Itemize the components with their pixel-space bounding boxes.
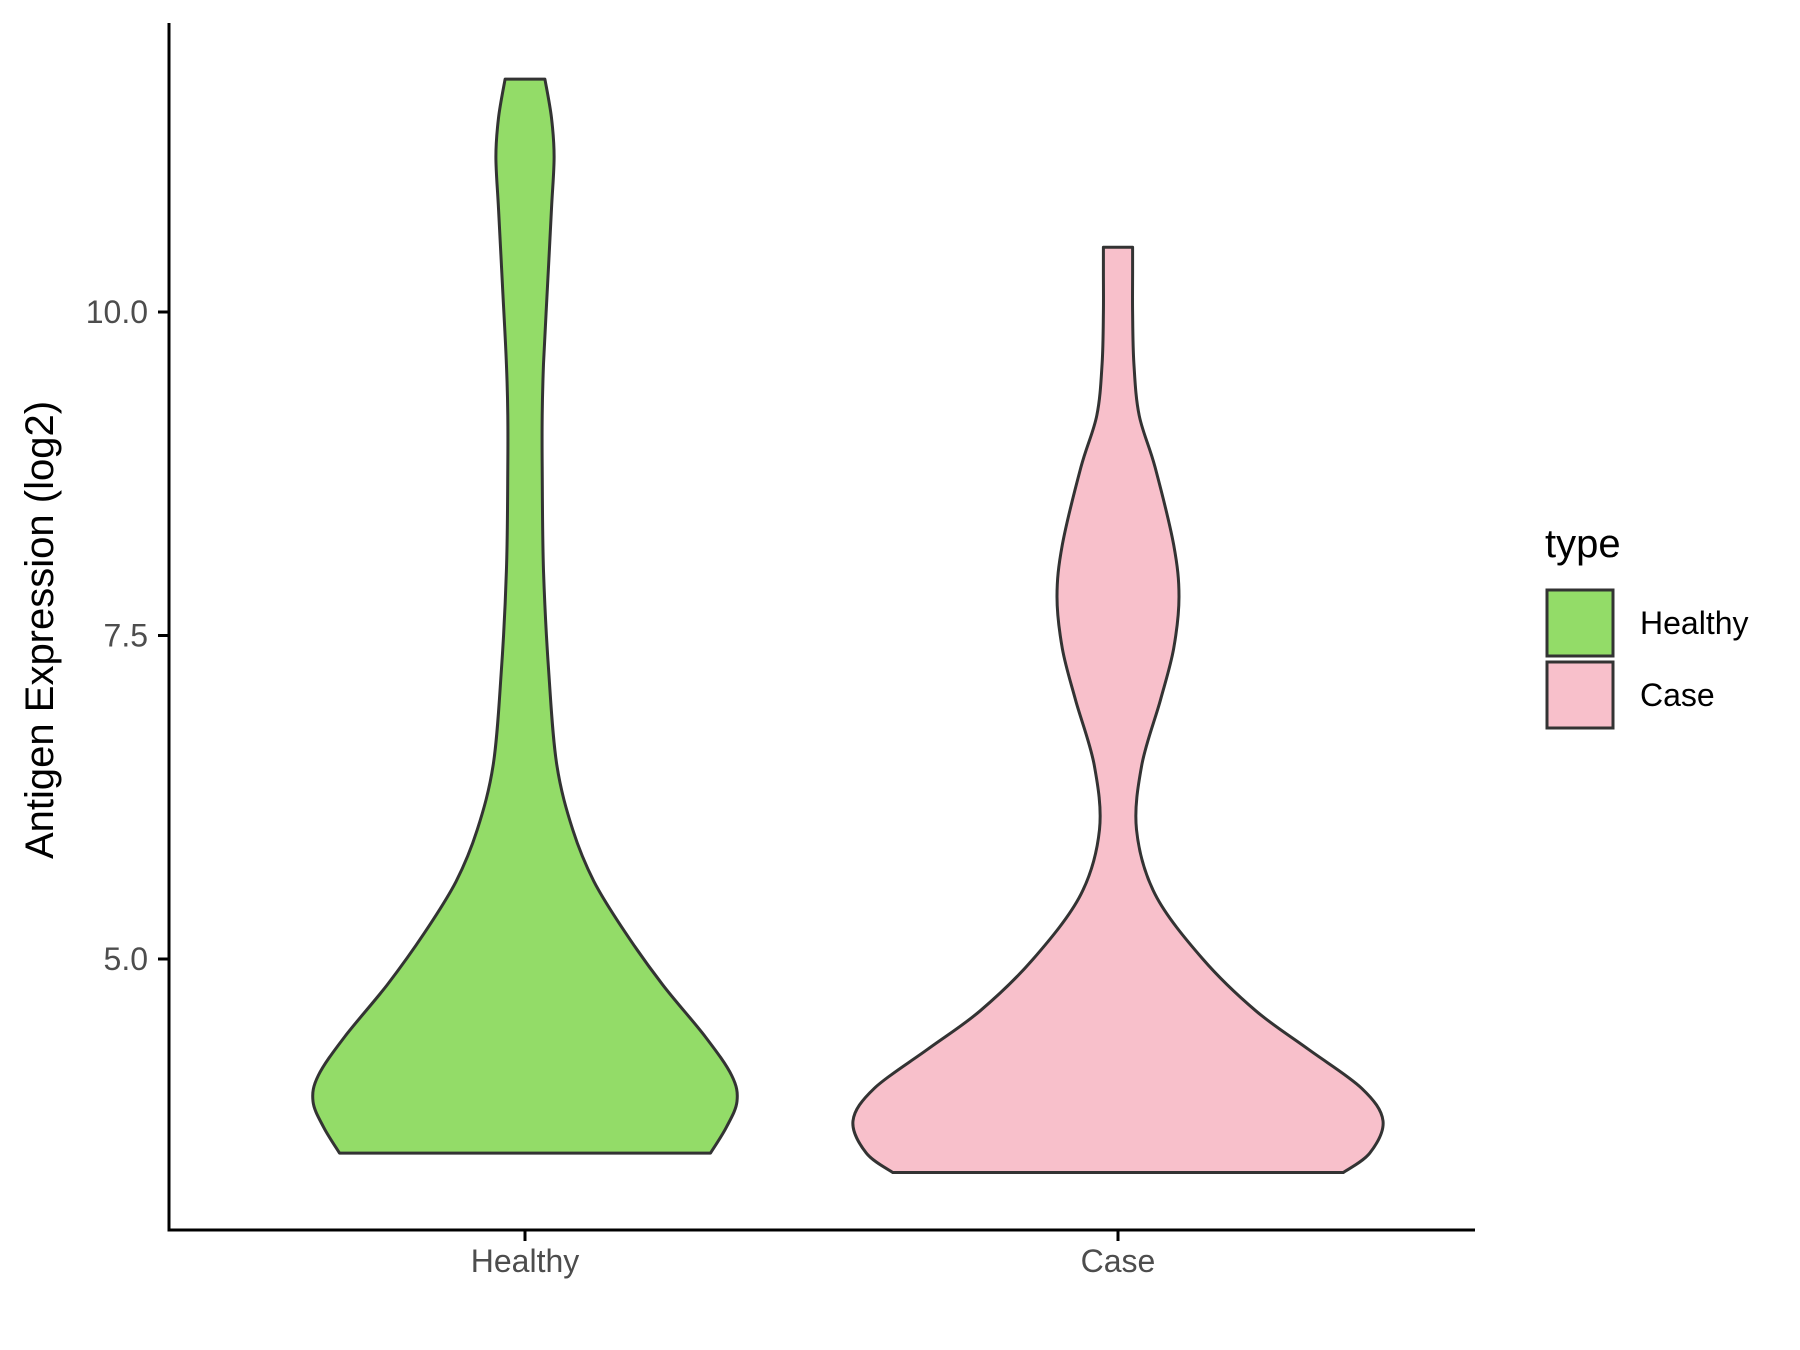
legend-label: Case [1640, 677, 1715, 713]
violin-case [851, 245, 1385, 1174]
y-tick-label: 7.5 [104, 618, 148, 654]
y-tick-label: 10.0 [86, 294, 148, 330]
legend-key-healthy [1545, 588, 1615, 658]
legend-title: type [1545, 522, 1621, 566]
x-tick-label: Case [1081, 1243, 1156, 1279]
x-ticks: Healthy Case [471, 1230, 1156, 1279]
legend-key-case [1545, 660, 1615, 730]
violins [311, 77, 1385, 1174]
y-tick-label: 5.0 [104, 941, 148, 977]
legend-entries: Healthy Case [1545, 588, 1749, 730]
y-ticks: 5.0 7.5 10.0 [86, 294, 169, 977]
legend: type Healthy Case [1545, 522, 1749, 730]
violin-healthy [311, 77, 739, 1155]
y-axis-title: Antigen Expression (log2) [18, 401, 62, 859]
legend-label: Healthy [1640, 605, 1749, 641]
x-tick-label: Healthy [471, 1243, 580, 1279]
